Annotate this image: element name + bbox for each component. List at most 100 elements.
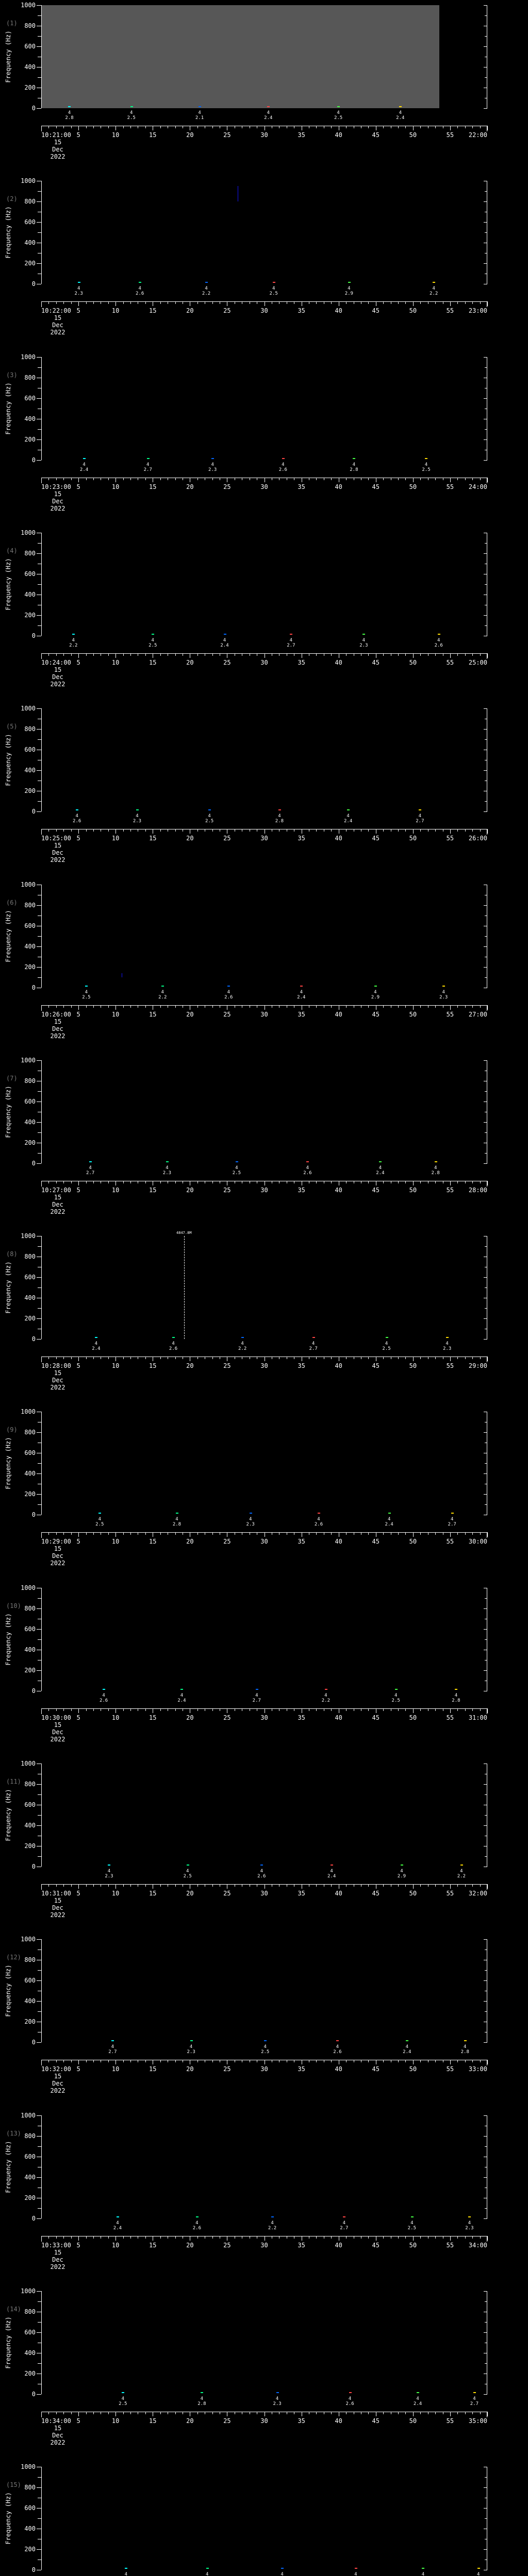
event-marker — [111, 2040, 114, 2042]
x-tick — [130, 1884, 131, 1887]
right-tick — [485, 1132, 487, 1133]
event-label-top: 4 — [354, 2572, 357, 2576]
x-tick — [41, 1180, 42, 1185]
x-tick-label: 30 — [260, 2241, 268, 2249]
x-tick — [450, 1357, 451, 1362]
x-axis-date-year: 2022 — [50, 504, 65, 512]
y-tick-major — [37, 46, 41, 47]
event-label-top: 4 — [394, 1692, 398, 1698]
x-tick-label: 5 — [76, 2065, 80, 2073]
y-tick-major — [37, 2332, 41, 2333]
y-tick-label: 200 — [24, 1490, 36, 1498]
event-label-top: 4 — [348, 286, 351, 292]
x-tick — [71, 126, 72, 128]
y-tick-label: 600 — [24, 2153, 36, 2160]
x-tick-label: 30 — [260, 131, 268, 139]
y-tick-label: 600 — [24, 1801, 36, 1808]
x-tick — [472, 2411, 473, 2414]
x-tick — [145, 1005, 146, 1008]
x-axis-date-month: Dec — [52, 1377, 63, 1384]
x-axis-date-month: Dec — [52, 146, 63, 153]
y-tick-label: 400 — [24, 1294, 36, 1302]
event-marker — [235, 1161, 238, 1162]
panel-number-label: (10) — [6, 1602, 21, 1609]
x-tick — [175, 653, 176, 656]
x-tick — [78, 2411, 79, 2416]
event-label-bottom: 2.3 — [273, 2401, 282, 2406]
right-tick — [485, 1639, 487, 1640]
plot-area-8: 4847.8M 1000 800 600 400 200 0 Frequency (Hz) 4 2… — [5, 1231, 488, 1391]
y-tick-label: 200 — [24, 84, 36, 91]
y-tick-minor — [38, 801, 41, 802]
x-tick-label: 30 — [260, 2065, 268, 2073]
x-tick — [487, 653, 488, 658]
x-tick — [86, 2235, 87, 2239]
x-axis-start-label: 10:29:00 — [41, 1538, 71, 1546]
event-marker — [331, 1865, 334, 1866]
event-label-top: 4 — [324, 1692, 327, 1698]
y-tick-major — [37, 1473, 41, 1475]
x-tick — [123, 1357, 124, 1360]
y-tick-minor — [38, 232, 41, 233]
event-marker — [419, 809, 422, 811]
x-tick-label: 40 — [335, 2065, 342, 2073]
panel-3: (3) 1000 800 600 400 200 0 Frequency (Hz) 4 2.4 4 2… — [0, 354, 528, 533]
x-tick — [412, 1180, 414, 1185]
event-marker — [400, 1865, 403, 1866]
y-tick-label: 800 — [24, 1956, 36, 1964]
x-tick — [405, 301, 406, 304]
event-label-bottom: 2.8 — [460, 2049, 469, 2055]
y-tick-label: 800 — [24, 2132, 36, 2140]
event-label-bottom: 2.6 — [73, 819, 81, 824]
right-tick — [484, 1473, 487, 1475]
event-label-bottom: 2.7 — [143, 467, 152, 472]
x-tick — [160, 1708, 161, 1711]
x-tick — [48, 1005, 50, 1008]
y-axis-spine — [41, 1060, 42, 1163]
x-tick — [316, 1884, 317, 1887]
y-tick-major — [37, 439, 41, 440]
x-tick-label: 15 — [149, 307, 157, 315]
y-tick-major — [37, 1318, 41, 1319]
right-tick — [485, 2477, 487, 2478]
plot-area-14: 1000 800 600 400 200 0 Frequency (Hz) 4 2.5 4 2.8 4… — [5, 2288, 488, 2446]
event-label-bottom: 2.8 — [172, 1522, 182, 1528]
event-label-bottom: 2.2 — [69, 642, 78, 648]
y-tick-minor — [38, 1091, 41, 1092]
y-tick-minor — [38, 2146, 41, 2147]
event-marker — [206, 2568, 209, 2569]
x-tick — [123, 1532, 124, 1535]
event-label-bottom: 2.5 — [232, 1170, 241, 1176]
event-marker — [353, 457, 356, 459]
event-label-top: 4 — [432, 286, 435, 292]
right-tick — [484, 1670, 487, 1671]
x-tick — [130, 126, 131, 128]
y-tick-major — [37, 1980, 41, 1981]
y-tick-label: 400 — [24, 2173, 36, 2181]
x-tick — [398, 829, 399, 832]
x-tick — [175, 1180, 176, 1183]
y-tick-label: 1000 — [21, 1408, 36, 1416]
event-label-bottom: 2.1 — [195, 115, 204, 121]
y-tick-label: 1000 — [21, 1056, 36, 1064]
x-tick — [331, 301, 332, 304]
event-marker — [473, 2392, 476, 2393]
x-tick — [480, 1357, 481, 1360]
event-label: 4 2.3 — [75, 286, 83, 296]
x-tick — [48, 2060, 50, 2063]
y-tick-label: 600 — [24, 570, 36, 578]
x-tick — [160, 1180, 161, 1183]
x-axis-start-label: 10:23:00 — [41, 483, 71, 490]
event-label-bottom: 2.4 — [413, 2401, 422, 2406]
y-axis-title: Frequency (Hz) — [5, 1789, 12, 1841]
x-tick — [398, 653, 399, 656]
event-label-top: 4 — [337, 110, 340, 115]
event-label-bottom: 2.4 — [220, 642, 229, 648]
plot-area-5: 1000 800 600 400 200 0 Frequency (Hz) 4 2.6 4 2.3 4… — [5, 705, 488, 863]
right-tick — [485, 1308, 487, 1309]
x-tick — [130, 2411, 131, 2414]
